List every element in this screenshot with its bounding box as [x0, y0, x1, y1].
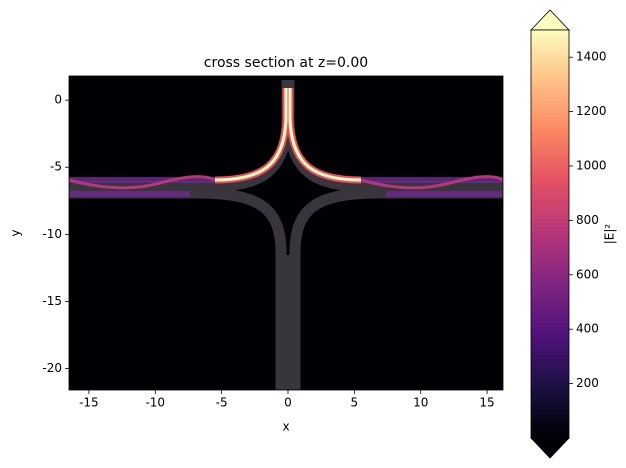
colorbar-tick-label: 600 — [576, 267, 599, 281]
colorbar-label: |E|² — [603, 224, 617, 245]
y-tick-label: -15 — [42, 294, 62, 308]
colorbar-extend-min — [530, 437, 570, 459]
colorbar-tick-label: 800 — [576, 213, 599, 227]
y-tick-label: -20 — [42, 361, 62, 375]
colorbar-tick-label: 200 — [576, 376, 599, 390]
x-tick-label: 5 — [351, 396, 359, 410]
plot-frame — [68, 75, 504, 391]
colorbar-tick-label: 1200 — [576, 104, 607, 118]
x-tick-label: 10 — [413, 396, 428, 410]
colorbar-tick-label: 1000 — [576, 159, 607, 173]
x-axis-label: x — [282, 420, 289, 434]
colorbar-tick-label: 400 — [576, 322, 599, 336]
y-tick-label: -5 — [50, 160, 62, 174]
colorbar-tick-label: 1400 — [576, 50, 607, 64]
x-tick-label: -10 — [145, 396, 165, 410]
y-tick-label: -10 — [42, 227, 62, 241]
x-tick-label: -15 — [79, 396, 99, 410]
x-tick-label: 15 — [479, 396, 494, 410]
chart-title: cross section at z=0.00 — [204, 55, 368, 71]
field-image — [69, 76, 503, 390]
x-tick-label: -5 — [216, 396, 228, 410]
y-tick-label: 0 — [54, 93, 62, 107]
colorbar — [530, 29, 570, 439]
x-tick-label: 0 — [284, 396, 292, 410]
colorbar-extend-max — [530, 9, 570, 31]
y-axis-label: y — [9, 229, 23, 236]
